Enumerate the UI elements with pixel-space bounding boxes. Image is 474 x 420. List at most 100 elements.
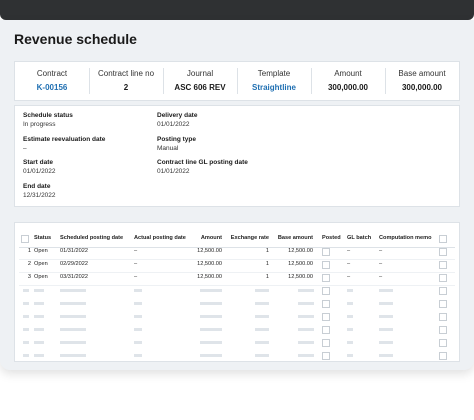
table-cell: Open <box>34 274 48 280</box>
separator <box>89 68 90 94</box>
placeholder <box>255 341 269 344</box>
table-cell: 1 <box>265 248 269 254</box>
placeholder <box>134 341 142 344</box>
separator <box>385 68 386 94</box>
placeholder <box>34 341 44 344</box>
placeholder <box>379 315 393 318</box>
placeholder <box>200 354 222 357</box>
placeholder <box>255 302 269 305</box>
placeholder-checkbox <box>439 300 447 308</box>
row-checkbox[interactable] <box>439 261 447 269</box>
placeholder <box>379 341 393 344</box>
placeholder <box>60 315 86 318</box>
table-cell: Open <box>34 248 48 254</box>
detail-value: 12/31/2022 <box>23 191 56 199</box>
placeholder <box>255 354 269 357</box>
placeholder-checkbox <box>322 287 330 295</box>
placeholder-checkbox <box>322 352 330 360</box>
placeholder-checkbox <box>439 313 447 321</box>
placeholder <box>34 302 44 305</box>
summary-label: Contract <box>36 69 68 78</box>
table-cell: – <box>347 248 351 254</box>
detail-value: Manual <box>157 144 179 152</box>
placeholder <box>379 302 393 305</box>
placeholder <box>298 354 314 357</box>
table-cell: 01/31/2022 <box>60 248 88 254</box>
summary-link[interactable]: Straightline <box>251 83 296 92</box>
summary-label: Contract line no <box>97 69 155 78</box>
table-cell: 03/31/2022 <box>60 274 88 280</box>
summary-label: Template <box>257 69 291 78</box>
placeholder <box>200 341 222 344</box>
placeholder <box>200 289 222 292</box>
row-number: 1 <box>27 248 31 254</box>
column-header: Posted <box>322 235 341 241</box>
table-cell: 12,500.00 <box>288 261 313 267</box>
placeholder-checkbox <box>439 287 447 295</box>
column-header: Actual posting date <box>134 235 186 241</box>
placeholder <box>60 289 86 292</box>
summary-value: 2 <box>123 83 129 92</box>
placeholder-checkbox <box>322 339 330 347</box>
placeholder <box>134 289 142 292</box>
page-title: Revenue schedule <box>14 31 137 47</box>
placeholder <box>60 328 86 331</box>
select-all-checkbox[interactable] <box>21 235 29 243</box>
placeholder <box>134 302 142 305</box>
placeholder <box>200 315 222 318</box>
summary-value: 300,000.00 <box>401 83 443 92</box>
row-divider <box>19 259 455 260</box>
posted-checkbox[interactable] <box>322 261 330 269</box>
table-cell: Open <box>34 261 48 267</box>
placeholder <box>379 354 393 357</box>
column-header: GL batch <box>347 235 372 241</box>
summary-label: Journal <box>186 69 214 78</box>
header-divider <box>19 247 455 248</box>
posted-checkbox[interactable] <box>322 274 330 282</box>
detail-label: Posting type <box>157 135 197 143</box>
row-number: 3 <box>27 274 31 280</box>
placeholder <box>134 354 142 357</box>
placeholder <box>347 328 353 331</box>
column-header: Status <box>34 235 52 241</box>
placeholder <box>347 289 353 292</box>
placeholder <box>34 315 44 318</box>
posted-checkbox[interactable] <box>322 248 330 256</box>
summary-box: Contract K-00156 Contract line no 2 Journal A… <box>14 61 460 101</box>
separator <box>237 68 238 94</box>
table-cell: 12,500.00 <box>197 261 222 267</box>
summary-label: Amount <box>334 69 362 78</box>
placeholder-checkbox <box>439 326 447 334</box>
row-number: 2 <box>27 261 31 267</box>
placeholder <box>298 315 314 318</box>
table-cell: 12,500.00 <box>288 248 313 254</box>
column-header: Amount <box>200 235 222 241</box>
detail-label: Contract line GL posting date <box>157 159 248 166</box>
column-header: Computation memo <box>379 235 432 241</box>
detail-value: 01/01/2022 <box>157 168 190 175</box>
placeholder <box>298 341 314 344</box>
detail-label: Start date <box>23 159 53 166</box>
table-cell: 12,500.00 <box>197 274 222 280</box>
table-cell: – <box>379 248 383 254</box>
row-checkbox[interactable] <box>439 274 447 282</box>
placeholder <box>298 328 314 331</box>
row-checkbox[interactable] <box>439 248 447 256</box>
detail-value: In progress <box>23 121 56 128</box>
table-cell: – <box>379 261 383 267</box>
summary-link[interactable]: K-00156 <box>36 83 68 92</box>
placeholder <box>347 315 353 318</box>
placeholder <box>255 289 269 292</box>
placeholder <box>23 328 29 331</box>
column-header: Exchange rate <box>230 235 269 241</box>
placeholder <box>34 328 44 331</box>
row-divider <box>19 272 455 273</box>
table-box: Status Scheduled posting date Actual posti… <box>14 222 460 362</box>
table-cell: – <box>347 261 351 267</box>
column-checkbox[interactable] <box>439 235 447 243</box>
summary-value: 300,000.00 <box>327 83 369 92</box>
placeholder <box>200 302 222 305</box>
placeholder <box>60 341 86 344</box>
table-cell: – <box>134 261 138 267</box>
placeholder <box>60 354 86 357</box>
